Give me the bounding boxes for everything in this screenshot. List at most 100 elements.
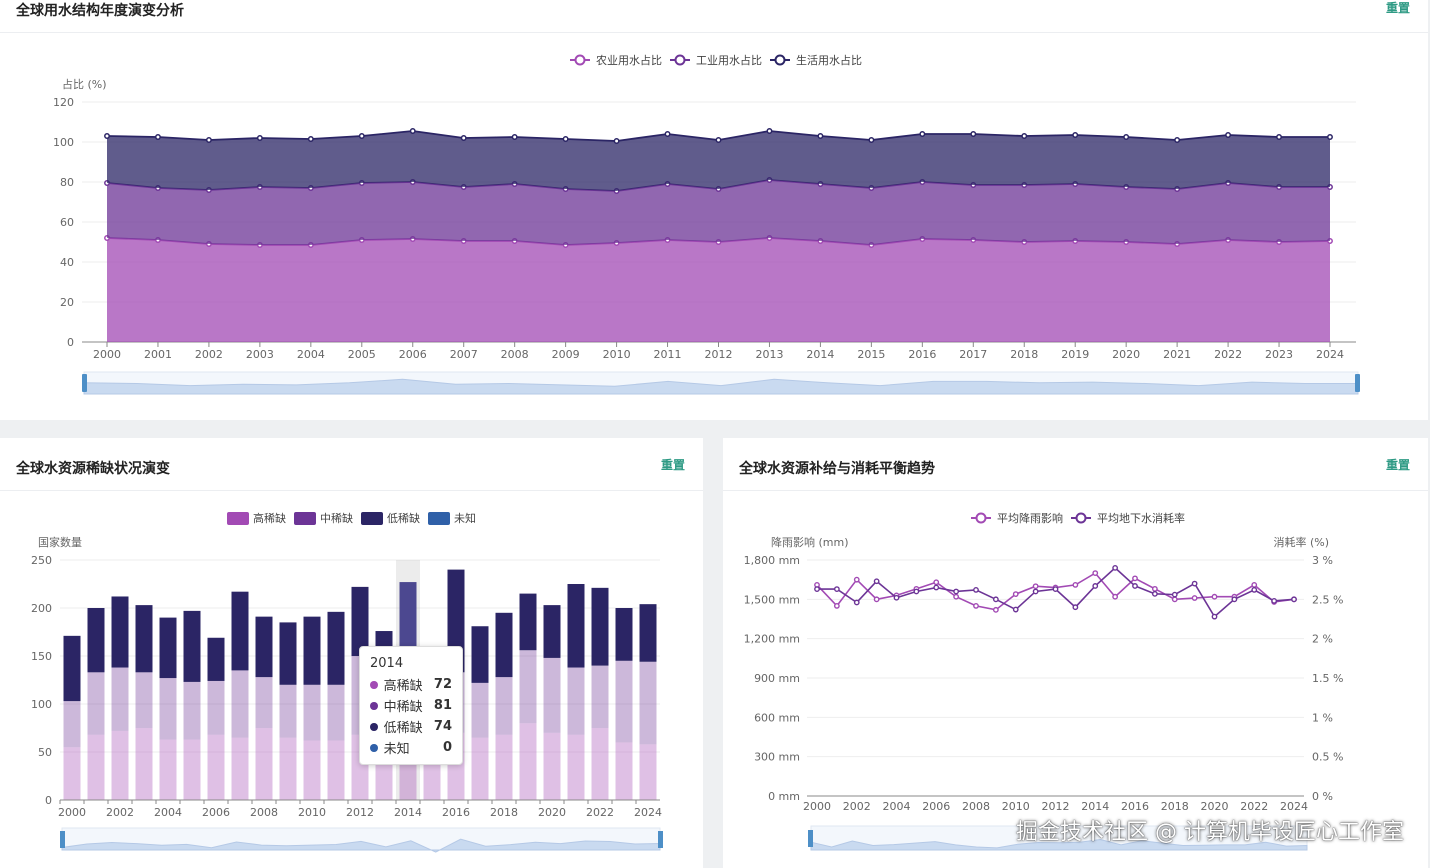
x-tick-label: 2006 [922, 800, 950, 813]
bar-segment [183, 610, 201, 682]
data-point [992, 596, 999, 603]
y-tick-label: 120 [53, 96, 74, 109]
legend-label: 平均降雨影响 [997, 511, 1063, 525]
x-tick-label: 2022 [1214, 348, 1242, 361]
zoom-handle-left-icon[interactable] [82, 374, 87, 392]
bar-segment [543, 657, 561, 733]
x-tick-label: 2002 [195, 348, 223, 361]
chart-tooltip: 2014 高稀缺 72 中稀缺 81 低稀缺 74 未知 0 [359, 646, 463, 765]
zoom-handle-left-icon[interactable] [60, 831, 65, 848]
data-point [155, 134, 161, 140]
scarcity-card: 全球水资源稀缺状况演变 重置 高稀缺 中稀缺 低稀缺 未知 国家数量 0 50 100 150 2… [0, 438, 703, 868]
data-point [562, 136, 569, 142]
tooltip-name: 未知 [383, 742, 410, 757]
data-point [853, 576, 860, 583]
bar-segment [567, 584, 585, 668]
data-point [817, 133, 824, 139]
x-tick-label: 2000 [58, 806, 86, 819]
card-title: 全球水资源补给与消耗平衡趋势 [739, 461, 935, 477]
data-point [1123, 134, 1130, 140]
data-point [973, 586, 979, 593]
x-tick-label: 2005 [348, 348, 376, 361]
bar-segment [279, 622, 297, 685]
data-point [205, 137, 212, 143]
legend-dot-icon [370, 701, 378, 710]
divider [0, 490, 703, 491]
reset-button[interactable]: 重置 [660, 458, 685, 472]
zoom-handle-left-icon[interactable] [808, 830, 813, 847]
tooltip-row: 低稀缺 74 [370, 716, 452, 737]
water-structure-card: 全球用水结构年度演变分析 重置 农业用水占比 工业用水占比 生活用水占比 占比 (%)… [0, 0, 1428, 420]
bar-segment [135, 605, 153, 673]
data-point [1032, 588, 1039, 595]
x-tick-label: 2012 [346, 806, 374, 819]
bar-segment [87, 608, 105, 673]
x-tick-label: 2011 [654, 348, 682, 361]
series-line [817, 566, 1295, 618]
x-tick-label: 2003 [246, 348, 274, 361]
x-tick-label: 2015 [857, 348, 885, 361]
x-tick-label: 2024 [1316, 348, 1344, 361]
x-tick-label: 2023 [1265, 348, 1293, 361]
x-tick-label: 2018 [490, 806, 518, 819]
tooltip-value: 74 [433, 719, 452, 734]
bar-segment [471, 626, 489, 683]
data-point [1021, 133, 1028, 139]
zoom-handle-right-icon[interactable] [1355, 374, 1360, 392]
bar-segment [159, 739, 177, 800]
balance-card: 全球水资源补给与消耗平衡趋势 重置 平均降雨影响 平均地下水消耗率 降雨影响 (mm… [723, 438, 1428, 868]
legend-swatch-icon [294, 512, 316, 525]
bar-segment [471, 737, 489, 800]
bar-segment [351, 586, 369, 656]
bar-segment [567, 734, 585, 800]
bar-segment [591, 728, 609, 800]
y-tick-label-left: 300 mm [754, 751, 800, 764]
x-tick-label: 2017 [959, 348, 987, 361]
zoom-slider-preview [810, 838, 1308, 851]
y-tick-label: 200 [31, 602, 52, 615]
x-tick-label: 2010 [1002, 800, 1030, 813]
x-tick-label: 2001 [144, 348, 172, 361]
legend-swatch-icon [361, 512, 383, 525]
data-point [833, 602, 840, 609]
data-point [1072, 132, 1079, 138]
y-tick-label-left: 1,200 mm [744, 633, 800, 646]
data-point [460, 135, 467, 141]
reset-button[interactable]: 重置 [1385, 1, 1410, 15]
data-point [1251, 586, 1258, 593]
data-point [833, 586, 840, 593]
data-point [1072, 582, 1079, 588]
bar-segment [63, 701, 81, 748]
data-point [409, 128, 416, 134]
zoom-handle-right-icon[interactable] [658, 831, 663, 848]
x-tick-label: 2022 [586, 806, 614, 819]
bar-segment [159, 678, 177, 740]
area-1 [107, 238, 1330, 342]
legend-marker-icon [1075, 512, 1087, 524]
x-tick-label: 2008 [962, 800, 990, 813]
data-point [715, 137, 722, 143]
reset-button[interactable]: 重置 [1385, 458, 1410, 472]
data-point [307, 136, 314, 142]
legend-label: 农业用水占比 [596, 53, 662, 67]
x-tick-label: 2008 [501, 348, 529, 361]
data-point [613, 138, 620, 144]
x-tick-label: 2022 [1240, 800, 1268, 813]
y-tick-label: 80 [60, 176, 74, 189]
x-tick-label: 2014 [394, 806, 422, 819]
x-tick-label: 2004 [883, 800, 911, 813]
data-point [1171, 591, 1178, 598]
legend-label: 高稀缺 [253, 511, 286, 525]
bar-segment [543, 732, 561, 800]
bar-segment [87, 734, 105, 800]
data-point [104, 133, 110, 139]
data-point [1171, 596, 1178, 603]
x-tick-label: 2020 [1112, 348, 1140, 361]
data-point [511, 134, 518, 140]
bar-segment [615, 742, 633, 800]
y-tick-label-right: 2.5 % [1312, 593, 1343, 606]
y-axis-title: 国家数量 [38, 535, 82, 549]
data-point [1092, 570, 1099, 577]
x-tick-label: 2007 [450, 348, 478, 361]
